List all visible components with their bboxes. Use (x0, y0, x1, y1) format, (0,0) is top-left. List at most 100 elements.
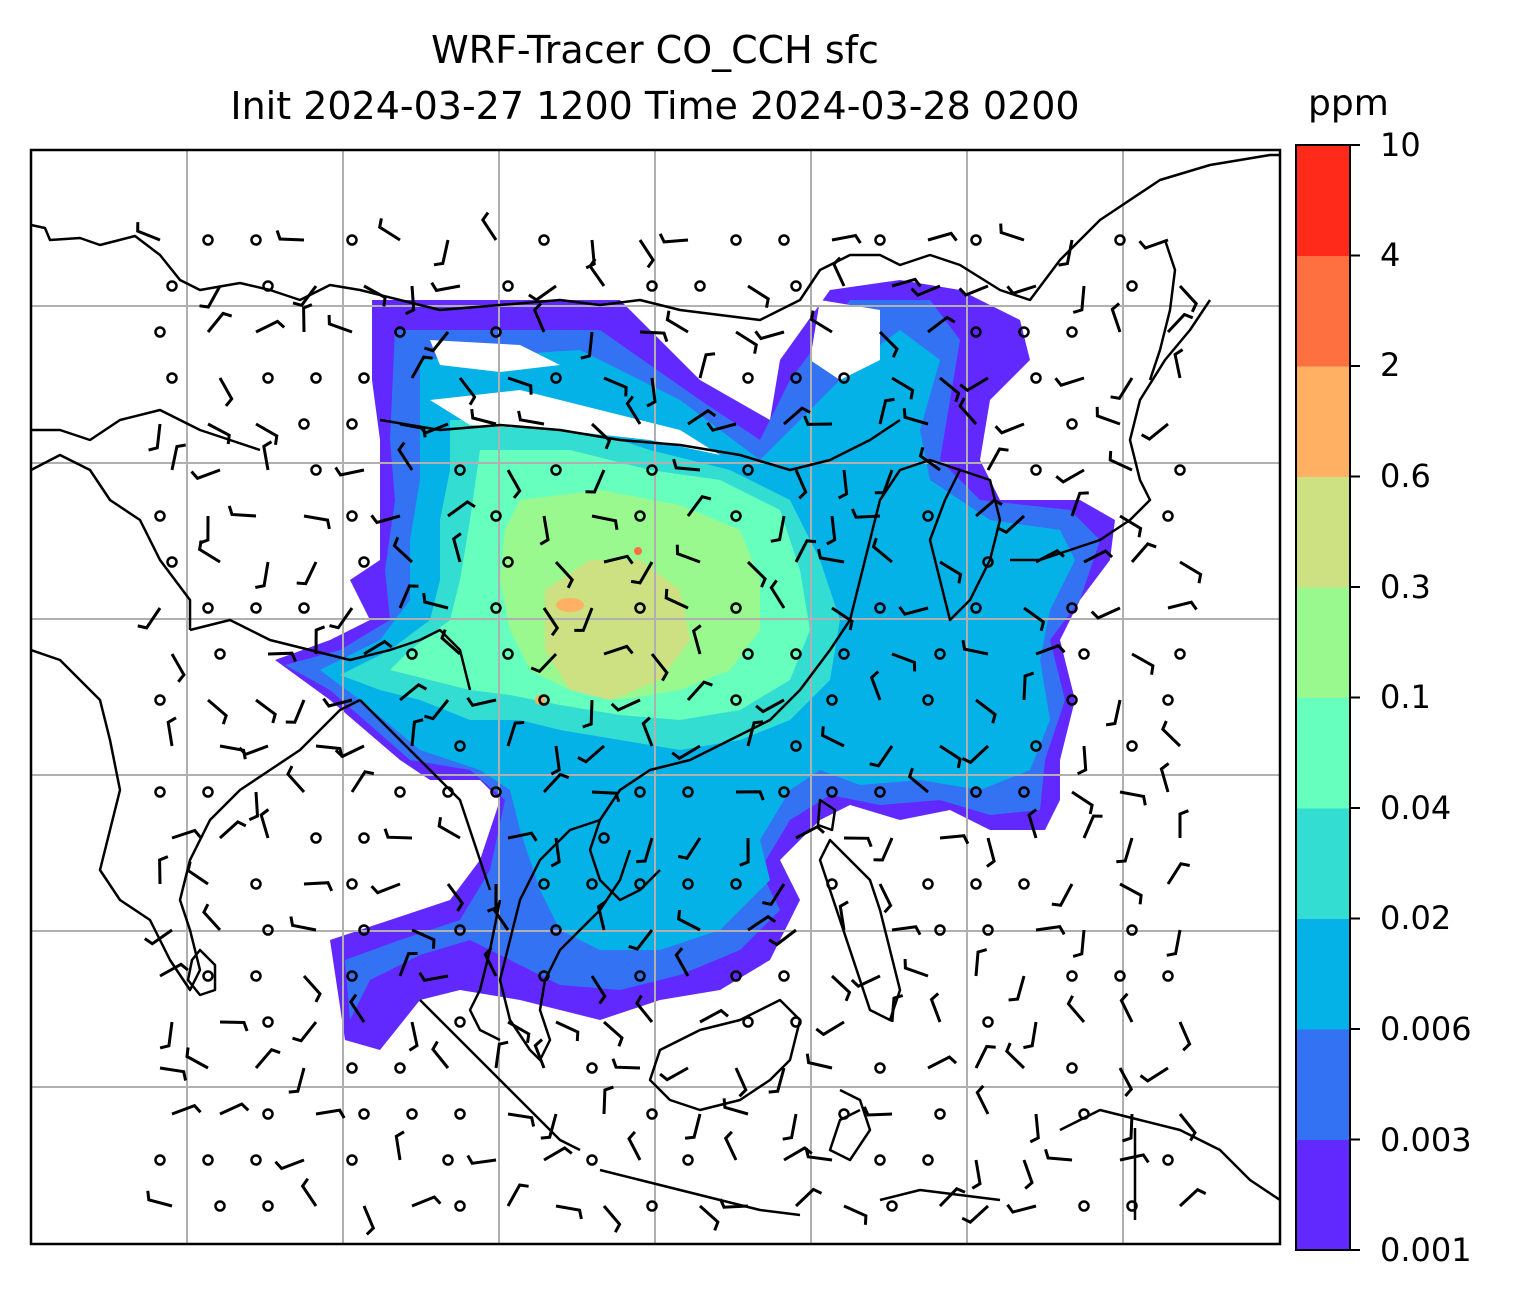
border-caspian (31, 408, 261, 452)
calm-wind-circle (874, 1062, 886, 1074)
calm-wind-circle (346, 970, 358, 982)
calm-wind-circle (550, 464, 562, 476)
wind-barb (255, 422, 279, 446)
wind-barb (783, 1146, 813, 1162)
wind-barb (677, 837, 702, 860)
calm-wind-circle (262, 372, 274, 384)
calm-wind-circle (982, 1016, 994, 1028)
wind-barb (148, 423, 162, 452)
colorbar-tick-10: 10 (1380, 126, 1421, 164)
calm-wind-circle (970, 234, 982, 246)
wind-barb (1083, 549, 1114, 564)
calm-wind-circle (730, 602, 742, 614)
band-2-spot (634, 547, 642, 555)
calm-wind-circle (1162, 1154, 1174, 1166)
calm-wind-circle (730, 694, 742, 706)
calm-wind-circle (202, 970, 214, 982)
wind-barb (1070, 491, 1089, 517)
wind-barb (1035, 548, 1065, 564)
wind-barb (1082, 814, 1103, 839)
calm-wind-circle (826, 878, 838, 890)
wind-barb (1022, 1159, 1034, 1190)
wind-barb (874, 469, 894, 495)
wind-barb (158, 855, 169, 885)
calm-wind-circle (790, 1016, 802, 1028)
colorbar-tick-7: 0.6 (1380, 457, 1431, 495)
wind-barb (423, 699, 450, 721)
calm-wind-circle (442, 1154, 454, 1166)
wind-barb (918, 446, 941, 472)
wind-barb (590, 422, 612, 450)
wind-barb (1105, 699, 1122, 727)
wind-barb (170, 443, 186, 471)
calm-wind-circle (394, 326, 406, 338)
calm-wind-circle (406, 1108, 418, 1120)
wind-barb (1055, 468, 1085, 484)
colorbar-tick-3: 0.02 (1380, 899, 1452, 937)
map-subtitle: Init 2024-03-27 1200 Time 2024-03-28 020… (230, 84, 1080, 128)
wind-barb (929, 992, 942, 1023)
wind-barb (878, 883, 893, 914)
calm-wind-circle (1078, 1108, 1090, 1120)
wind-barb (532, 302, 546, 333)
wind-barb (602, 1205, 622, 1233)
calm-wind-circle (490, 602, 502, 614)
calm-wind-circle (634, 970, 646, 982)
calm-wind-circle (154, 510, 166, 522)
calm-wind-circle (682, 786, 694, 798)
wind-barb (795, 824, 825, 840)
wind-barb (891, 652, 917, 672)
calm-wind-circle (550, 372, 562, 384)
wind-barb (378, 218, 401, 242)
calm-wind-circle (934, 1108, 946, 1120)
colorbar-tick-2: 0.006 (1380, 1010, 1472, 1048)
wind-barb (639, 330, 669, 343)
calm-wind-circle (538, 970, 550, 982)
calm-wind-circle (262, 924, 274, 936)
calm-wind-circle (1018, 786, 1030, 798)
colorbar-swatch (1296, 808, 1350, 919)
calm-wind-circle (1066, 970, 1078, 982)
wind-barb (507, 376, 533, 395)
wind-barb (803, 415, 833, 426)
wind-barb (815, 1020, 845, 1037)
colorbar-tick-9: 4 (1380, 236, 1401, 274)
wind-barb (431, 1040, 450, 1069)
calm-wind-circle (970, 786, 982, 798)
wind-barb (362, 1205, 376, 1236)
coastline-sri-lanka (186, 948, 217, 997)
wind-barb (625, 395, 642, 425)
wind-barb (399, 422, 427, 438)
wind-barb (869, 745, 894, 768)
wind-barb (1108, 450, 1133, 472)
wind-barb (641, 716, 654, 747)
calm-wind-circle (1126, 1200, 1138, 1212)
wind-barb (302, 303, 313, 333)
calm-wind-circle (922, 510, 934, 522)
wind-barb (314, 625, 326, 655)
calm-wind-circle (538, 878, 550, 890)
wind-barb (363, 639, 393, 656)
wind-barb (603, 644, 634, 656)
wind-barb (238, 744, 269, 757)
map-title: WRF-Tracer CO_CCH sfc (431, 28, 879, 72)
wind-barb (146, 1190, 173, 1208)
calm-wind-circle (778, 786, 790, 798)
calm-wind-circle (634, 878, 646, 890)
wind-barb (334, 744, 365, 759)
wind-barb (166, 716, 177, 747)
wind-barb (994, 422, 1025, 435)
border-mongolia (379, 418, 901, 472)
wind-barb (350, 770, 375, 793)
wind-barb (292, 1021, 318, 1043)
wind-barb (869, 670, 882, 701)
wind-barb (1139, 1066, 1169, 1083)
calm-wind-circle (742, 648, 754, 660)
calm-wind-circle (358, 1108, 370, 1120)
calm-wind-circle (838, 372, 850, 384)
wind-barb (878, 330, 899, 358)
calm-wind-circle (298, 418, 310, 430)
coastline-borneo (648, 998, 802, 1112)
wind-barb (699, 1008, 729, 1024)
wind-barb (466, 696, 497, 707)
